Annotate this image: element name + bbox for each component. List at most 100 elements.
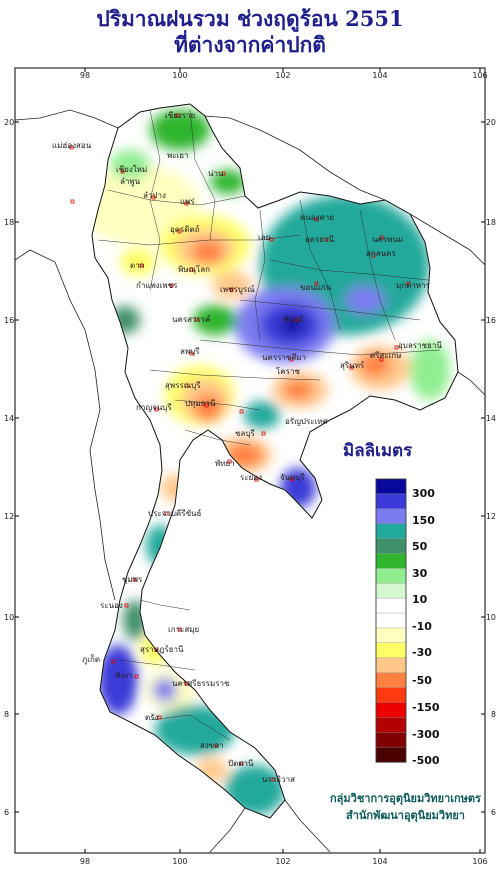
place-label: โคราช: [276, 366, 300, 376]
legend-label: 150: [412, 514, 435, 527]
place-label: กาญจนบุรี: [136, 403, 172, 412]
neighbour-outlines: [14, 109, 486, 853]
legend-swatch: [375, 538, 407, 555]
thailand-outline: [91, 103, 459, 819]
legend-swatch: [375, 493, 407, 510]
place-label: ลำพูน: [120, 177, 141, 187]
lat-tick-label: 12: [4, 512, 14, 521]
lat-tick-label: 10: [4, 613, 14, 622]
place-label: น่าน: [208, 169, 224, 178]
lat-tick-label: 8: [4, 710, 9, 719]
credit-line-2: สำนักพัฒนาอุตุนิยมวิทยา: [346, 809, 465, 822]
lat-tick-label: 20: [4, 118, 14, 127]
place-label: อุตรดิตถ์: [170, 224, 200, 234]
legend-label: -500: [412, 754, 440, 767]
station-markers: [69, 113, 411, 782]
place-label: พิษณุโลก: [178, 264, 210, 274]
legend-swatch: [375, 687, 407, 704]
lon-tick-label: 100: [172, 857, 187, 866]
place-label: ตรัง: [145, 713, 158, 722]
legend-swatch: [375, 508, 407, 525]
legend-swatch: [375, 717, 407, 733]
legend-swatch: [375, 583, 407, 599]
place-label: มุกดาหาร: [396, 281, 431, 290]
place-label: เลย: [258, 233, 270, 242]
lat-tick-label: 18: [4, 218, 14, 227]
legend-swatch: [375, 627, 407, 644]
legend-label: -300: [412, 728, 440, 741]
lat-tick-label: 18: [486, 218, 496, 227]
place-label: สุรินทร์: [340, 360, 365, 370]
place-label: ปทุมธานี: [185, 399, 216, 408]
lat-tick-label: 16: [486, 316, 496, 325]
place-label: ขอนแก่น: [300, 283, 332, 292]
place-label: นครพนม: [372, 235, 403, 244]
legend-swatch: [375, 657, 407, 674]
place-label: ลพบุรี: [180, 347, 200, 356]
place-labels: เชียงราย แม่ฮ่องสอน พะเยา เชียงใหม่ ลำพู…: [52, 111, 442, 784]
place-label: พะเยา: [167, 151, 188, 160]
lat-tick-label: 8: [491, 710, 496, 719]
longitude-ticks: 98 98 100 100 102 102 104 104 106 106: [80, 68, 488, 866]
lat-tick-label: 20: [486, 118, 496, 127]
place-label: จันทบุรี: [280, 473, 306, 482]
place-label: ลำปาง: [143, 191, 166, 200]
place-label: ภูเก็ต: [82, 654, 100, 665]
legend-colorbar: [375, 478, 407, 763]
legend-swatch: [375, 523, 407, 540]
latitude-ticks: 20 20 18 18 16 16 14 14 12 12 10 10 8 8 6 6: [4, 118, 496, 817]
lon-tick-label: 98: [80, 71, 90, 80]
place-label: ชัยภูมิ: [283, 315, 304, 325]
place-label: สงขลา: [200, 741, 224, 750]
place-label: ศรีสะเกษ: [370, 351, 401, 360]
lon-tick-label: 102: [275, 71, 290, 80]
legend-labels: 300 150 50 30 10 -10 -30 -50 -150 -300 -500: [412, 487, 440, 767]
place-label: เชียงใหม่: [116, 165, 147, 174]
place-label: พัทยา: [215, 459, 235, 468]
lat-tick-label: 12: [486, 512, 496, 521]
lon-tick-label: 104: [372, 71, 387, 80]
lon-tick-label: 100: [172, 71, 187, 80]
legend-bar-border: [375, 478, 407, 763]
place-label: สุพรรณบุรี: [165, 381, 201, 390]
lon-tick-label: 104: [372, 857, 387, 866]
legend-swatch: [375, 746, 407, 763]
legend-label: 30: [412, 567, 428, 580]
legend-label: -10: [412, 620, 432, 633]
place-label: ระนอง: [100, 601, 123, 610]
place-label: ชุมพร: [122, 575, 143, 584]
place-label: นครศรีธรรมราช: [172, 679, 230, 688]
title-line-2: ที่ต่างจากค่าปกติ: [174, 32, 326, 57]
credit-block: กลุ่มวิชาการอุตุนิยมวิทยาเกษตร สำนักพัฒน…: [318, 790, 493, 824]
place-label: กำแพงเพชร: [136, 281, 178, 290]
lat-tick-label: 14: [4, 414, 14, 423]
credit-line-1: กลุ่มวิชาการอุตุนิยมวิทยาเกษตร: [330, 792, 481, 805]
place-label: ปัตตานี: [228, 759, 254, 768]
lat-tick-label: 6: [4, 808, 9, 817]
place-label: เกาะสมุย: [168, 625, 199, 634]
lon-tick-label: 106: [472, 71, 487, 80]
place-label: ตาก: [130, 261, 145, 270]
legend-swatch: [375, 732, 407, 748]
map-title: ปริมาณฝนรวม ช่วงฤดูร้อน 2551 ที่ต่างจากค…: [0, 6, 500, 58]
legend-swatch: [375, 642, 407, 659]
legend-swatch: [375, 553, 407, 570]
place-label: สกลนคร: [366, 249, 396, 258]
lon-tick-label: 106: [472, 857, 487, 866]
place-label: นครราชสีมา: [262, 353, 306, 362]
lat-tick-label: 10: [486, 613, 496, 622]
lat-tick-label: 14: [486, 414, 496, 423]
legend-swatch: [375, 672, 407, 689]
place-label: เชียงราย: [165, 111, 195, 120]
place-label: หนองคาย: [300, 213, 334, 222]
legend-swatch: [375, 568, 407, 584]
place-label: นครสวรรค์: [172, 314, 210, 324]
title-line-1: ปริมาณฝนรวม ช่วงฤดูร้อน 2551: [96, 6, 404, 31]
place-label: พังงา: [115, 671, 133, 680]
place-label: ระยอง: [240, 473, 262, 482]
place-label: เพชรบูรณ์: [220, 284, 255, 295]
place-label: สุราษฎร์ธานี: [140, 644, 184, 654]
place-label: อุบลราชธานี: [398, 341, 442, 350]
place-label: แม่ฮ่องสอน: [52, 141, 92, 150]
